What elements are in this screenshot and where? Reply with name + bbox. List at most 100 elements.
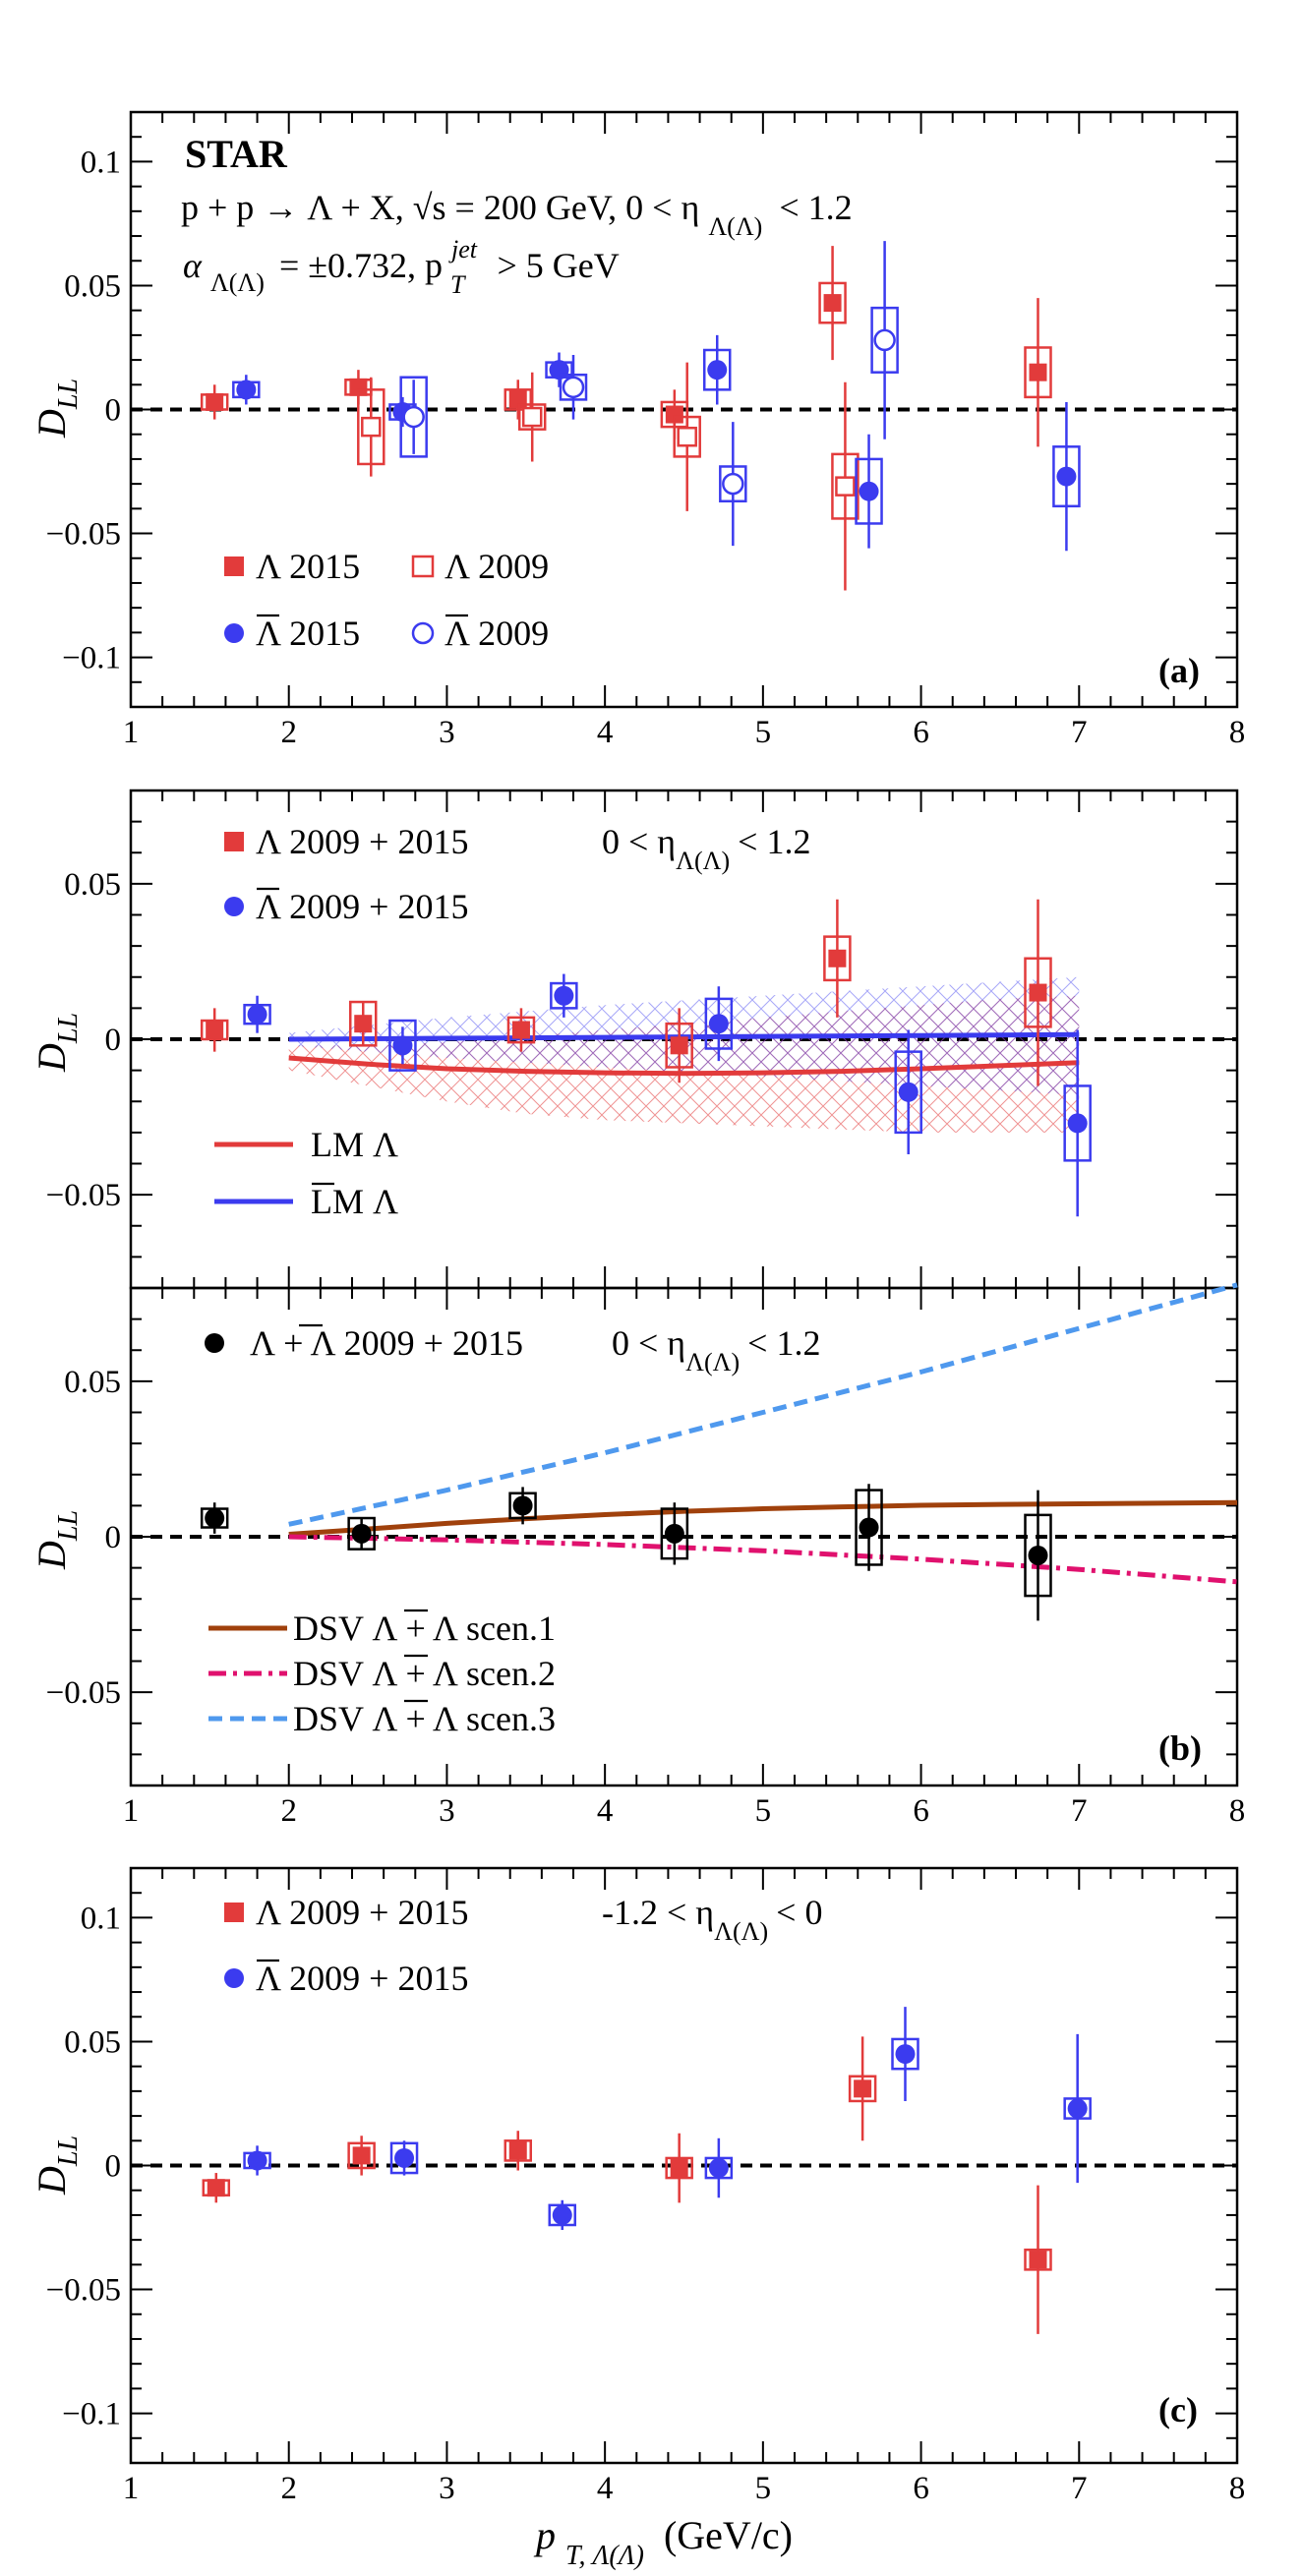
- data-point: [506, 1008, 536, 1052]
- data-point: [559, 355, 588, 420]
- legend-label: Λ 2009: [445, 614, 549, 653]
- marker-open-circle: [402, 405, 425, 429]
- x-axis-title-unit: (GeV/c): [664, 2513, 793, 2557]
- marker-square: [207, 2179, 225, 2197]
- legend-label: LM Λ: [311, 1125, 398, 1164]
- data-point: [891, 2007, 919, 2101]
- x-tick-label: 5: [755, 1793, 772, 1829]
- x-axis-title-p: p: [533, 2513, 556, 2557]
- x-axis-title: p T, Λ(Λ) (GeV/c): [533, 2513, 793, 2573]
- sys-error-box: [1052, 445, 1081, 508]
- data-point: [665, 2133, 693, 2203]
- panel-c-tag: (c): [1158, 2390, 1198, 2430]
- data-point: [848, 2036, 877, 2141]
- legend-label: Λ 2009 + 2015: [256, 1893, 468, 1932]
- marker-open-square: [521, 406, 543, 428]
- alpha-sub: Λ(Λ): [210, 268, 265, 297]
- y-axis-title-b2-d: D: [30, 1541, 74, 1570]
- y-axis-title-b1-d: D: [30, 1043, 74, 1073]
- marker-circle: [664, 1523, 684, 1544]
- sys-error-box: [504, 2139, 532, 2162]
- data-point: [1024, 2185, 1052, 2334]
- x-tick-label: 5: [755, 715, 772, 750]
- theory-curve: [288, 1499, 1238, 1537]
- reaction-label-sub: Λ(Λ): [708, 212, 762, 241]
- sys-error-box: [703, 348, 732, 391]
- marker-circle: [859, 481, 879, 501]
- data-point: [870, 241, 899, 439]
- sys-error-box: [1024, 957, 1052, 1028]
- x-tick-label: 1: [123, 1793, 140, 1829]
- sys-error-box: [855, 1489, 883, 1566]
- y-tick-label: 0: [105, 1023, 122, 1058]
- sys-error-box: [388, 1019, 417, 1072]
- data-point: [388, 1019, 417, 1072]
- marker-circle: [708, 2158, 729, 2179]
- legends: Λ 2015 Λ 2009 Λ 2015 Λ 2009 Λ 2009 + 2015 Λ 2…: [205, 547, 822, 1998]
- sys-error-box: [504, 388, 532, 411]
- panel-a: 1 2 3 4 5 6 7 8 −0.1 −0.05 0 0.05 0.1 STAR p + p → Λ…: [46, 110, 1245, 750]
- eta-sub: Λ(Λ): [714, 1917, 768, 1946]
- panel-c-data: [202, 2007, 1092, 2334]
- panel-a-data: [200, 241, 1081, 591]
- data-point: [855, 1484, 883, 1571]
- reaction-label-main: p + p → Λ + X, √s = 200 GeV, 0 < η: [181, 188, 699, 227]
- sys-error-box: [357, 388, 385, 466]
- marker-circle: [708, 1014, 729, 1034]
- data-point: [243, 995, 271, 1033]
- marker-circle: [512, 1495, 533, 1516]
- data-point: [347, 1516, 376, 1551]
- eta-end: < 1.2: [747, 1323, 820, 1363]
- x-tick-label: 3: [439, 1793, 455, 1829]
- marker-square: [508, 390, 527, 409]
- marker-square: [349, 378, 368, 396]
- sys-error-box: [347, 1516, 376, 1551]
- sys-error-box: [559, 373, 588, 401]
- marker-square: [828, 949, 847, 967]
- sys-error-box: [704, 997, 734, 1050]
- marker-open-square: [835, 476, 856, 497]
- marker-circle: [392, 1035, 413, 1056]
- sys-error-box: [506, 1016, 536, 1044]
- marker-square: [1029, 983, 1047, 1002]
- data-point: [1063, 2033, 1092, 2184]
- data-point: [894, 1029, 922, 1155]
- sys-error-box: [200, 1019, 229, 1041]
- legend-marker-open-square: [411, 555, 435, 578]
- marker-circle: [898, 1082, 919, 1102]
- x-tick-label: 6: [913, 1793, 929, 1829]
- theory-curve: [288, 1282, 1238, 1527]
- panel-b-lower-axes: 1 2 3 4 5 6 7 8 −0.05 0 0.05: [46, 1287, 1245, 1829]
- marker-square: [508, 2141, 527, 2160]
- data-point: [818, 246, 847, 361]
- y-axis-title-a-d: D: [30, 409, 74, 439]
- y-tick-label: −0.1: [62, 2397, 121, 2432]
- alpha-symbol: α: [183, 246, 203, 285]
- y-axis-title-c-d: D: [30, 2166, 74, 2195]
- sys-error-box: [1024, 2248, 1052, 2271]
- data-point: [399, 376, 428, 458]
- data-point: [548, 2199, 576, 2231]
- sys-error-box: [1063, 2097, 1092, 2120]
- eta-range-label: 0 < ηΛ(Λ) < 1.2: [602, 822, 810, 875]
- x-tick-label: 5: [755, 2471, 772, 2506]
- data-point: [349, 1000, 378, 1047]
- x-tick-label: 7: [1071, 2471, 1088, 2506]
- panel-c-axes: 1 2 3 4 5 6 7 8 −0.1 −0.05 0 0.05 0.1: [46, 1867, 1245, 2506]
- sys-error-box: [855, 457, 883, 525]
- marker-square: [670, 2159, 688, 2178]
- y-tick-label: 0: [105, 2149, 122, 2185]
- sys-error-box: [831, 452, 859, 520]
- marker-circle: [859, 1517, 879, 1538]
- x-tick-label: 3: [439, 2471, 455, 2506]
- y-axis-title-a: DLL: [30, 379, 84, 439]
- eta-end: < 1.2: [738, 822, 810, 861]
- sys-error-box: [349, 1000, 378, 1047]
- y-tick-label: −0.05: [46, 1178, 121, 1213]
- eta-range-label: -1.2 < ηΛ(Λ) < 0: [602, 1893, 822, 1946]
- legend-marker-square: [224, 556, 244, 576]
- legend-label: Λ 2009 + 2015: [256, 822, 468, 861]
- marker-circle: [1067, 2098, 1088, 2119]
- panel-b-upper-data: [200, 899, 1092, 1217]
